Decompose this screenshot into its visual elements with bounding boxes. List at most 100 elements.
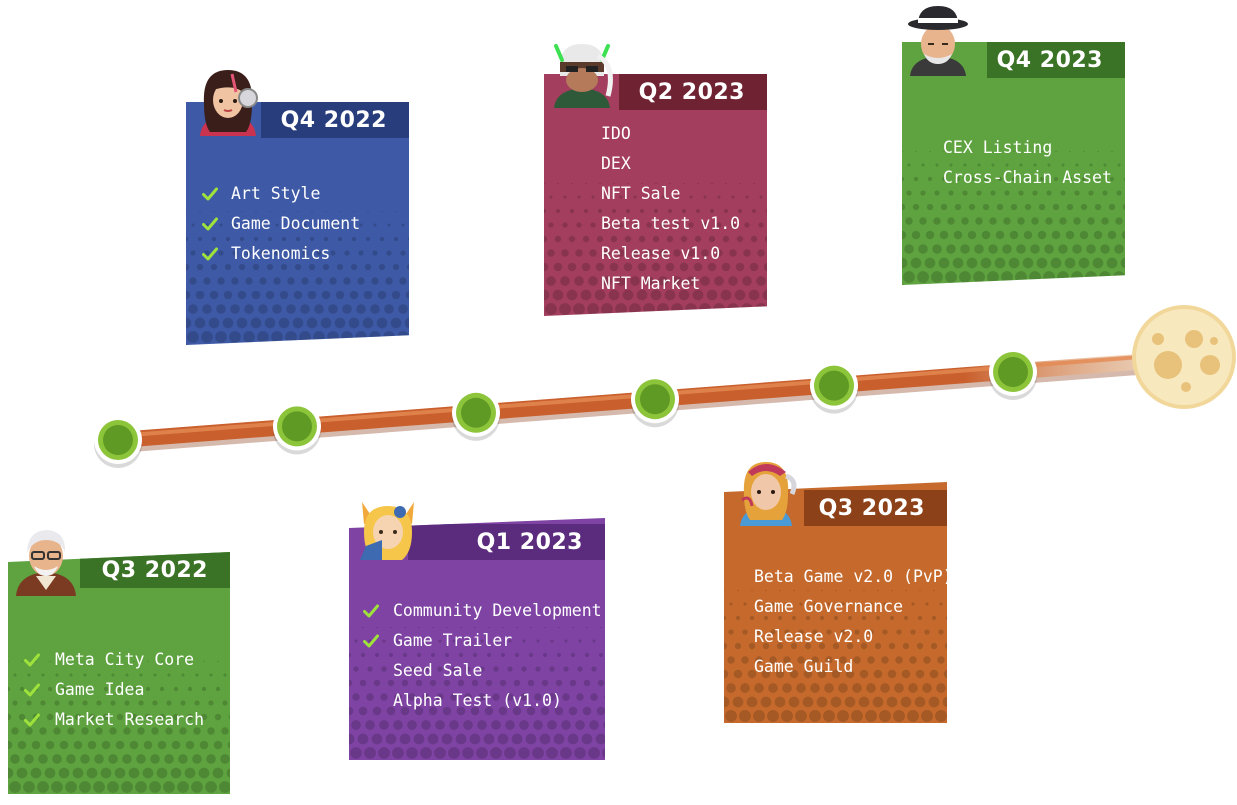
halftone-dot bbox=[1023, 231, 1033, 240]
halftone-dot bbox=[217, 277, 225, 286]
halftone-dot bbox=[532, 746, 544, 759]
halftone-dot bbox=[581, 733, 593, 745]
task-item: DEX bbox=[544, 149, 767, 179]
halftone-dot bbox=[511, 733, 523, 745]
halftone-dot bbox=[369, 331, 381, 344]
halftone-dot bbox=[399, 277, 407, 286]
halftone-dot bbox=[1087, 217, 1095, 226]
halftone-dot bbox=[314, 304, 324, 315]
halftone-dot bbox=[1107, 231, 1117, 240]
halftone-dot bbox=[149, 780, 161, 793]
halftone-dot bbox=[16, 767, 28, 779]
halftone-dot bbox=[45, 740, 55, 750]
halftone-dot bbox=[397, 331, 409, 344]
halftone-dot bbox=[250, 317, 262, 329]
halftone-dot bbox=[143, 740, 153, 750]
halftone-dot bbox=[237, 291, 247, 300]
halftone-dot bbox=[1106, 257, 1118, 269]
halftone-dot bbox=[740, 683, 750, 694]
halftone-dot bbox=[10, 754, 20, 764]
halftone-dot bbox=[421, 720, 431, 730]
halftone-dot bbox=[982, 204, 990, 211]
halftone-dot bbox=[981, 231, 991, 240]
halftone-dot bbox=[754, 683, 764, 694]
halftone-dot bbox=[1094, 204, 1102, 211]
halftone-dot bbox=[872, 697, 884, 708]
halftone-dot bbox=[996, 204, 1004, 211]
task-label: Game Governance bbox=[754, 597, 904, 616]
halftone-dot bbox=[206, 754, 216, 764]
task-label: Alpha Test (v1.0) bbox=[393, 691, 562, 710]
halftone-dot bbox=[357, 277, 365, 286]
halftone-dot bbox=[384, 304, 394, 315]
halftone-dot bbox=[866, 683, 876, 694]
halftone-dot bbox=[306, 317, 318, 329]
halftone-dot bbox=[307, 291, 317, 300]
timeline-node bbox=[989, 348, 1037, 400]
card-title: Q2 2023 bbox=[638, 79, 745, 105]
halftone-dot bbox=[216, 304, 226, 315]
halftone-dot bbox=[1001, 271, 1013, 284]
halftone-dot bbox=[351, 720, 361, 730]
halftone-dot bbox=[186, 317, 192, 329]
halftone-dot bbox=[1092, 257, 1104, 269]
task-label: Seed Sale bbox=[393, 661, 483, 680]
halftone-dot bbox=[371, 733, 383, 745]
halftone-dot bbox=[199, 740, 209, 750]
halftone-dot bbox=[94, 754, 104, 764]
halftone-dot bbox=[163, 780, 175, 793]
halftone-dot bbox=[222, 317, 234, 329]
halftone-dot bbox=[575, 720, 585, 730]
halftone-dot bbox=[285, 331, 297, 344]
halftone-dot bbox=[189, 277, 197, 286]
halftone-dot bbox=[320, 317, 332, 329]
halftone-dot bbox=[726, 683, 736, 694]
halftone-dot bbox=[135, 780, 147, 793]
fedora-man-avatar bbox=[908, 6, 968, 76]
halftone-dot bbox=[364, 746, 376, 759]
halftone-dot bbox=[51, 780, 63, 793]
halftone-dot bbox=[205, 780, 217, 793]
halftone-dot bbox=[52, 754, 62, 764]
halftone-dot bbox=[286, 304, 296, 315]
halftone-dot bbox=[852, 683, 862, 694]
halftone-dot bbox=[796, 683, 806, 694]
halftone-dot bbox=[767, 710, 779, 723]
halftone-dot bbox=[420, 746, 432, 759]
card-title: Q4 2023 bbox=[996, 47, 1103, 73]
milestone-card-q4-2022: Q4 2022 Art Style Game Document Tokenomics bbox=[186, 102, 409, 345]
halftone-dot bbox=[209, 291, 219, 300]
task-item: Game Trailer bbox=[349, 626, 605, 656]
halftone-dot bbox=[343, 277, 351, 286]
halftone-dot bbox=[371, 277, 379, 286]
halftone-dot bbox=[192, 754, 202, 764]
halftone-dot bbox=[87, 740, 97, 750]
halftone-dot bbox=[1050, 257, 1062, 269]
task-list: Meta City Core Game Idea Market Research bbox=[8, 645, 230, 735]
halftone-dot bbox=[1045, 217, 1053, 226]
halftone-dot bbox=[1066, 204, 1074, 211]
halftone-dot bbox=[188, 304, 198, 315]
halftone-dot bbox=[1071, 271, 1083, 284]
halftone-dot bbox=[947, 217, 955, 226]
halftone-dot bbox=[802, 697, 814, 708]
halftone-dot bbox=[299, 331, 311, 344]
halftone-dot bbox=[504, 746, 516, 759]
halftone-dot bbox=[936, 683, 946, 694]
task-item: NFT Sale bbox=[544, 179, 767, 209]
halftone-dot bbox=[101, 740, 111, 750]
halftone-dot bbox=[23, 780, 35, 793]
halftone-dot bbox=[858, 697, 870, 708]
halftone-dot bbox=[919, 217, 927, 226]
halftone-dot bbox=[942, 697, 947, 708]
halftone-dot bbox=[469, 733, 481, 745]
halftone-dot bbox=[356, 304, 366, 315]
halftone-dot bbox=[398, 304, 408, 315]
halftone-dot bbox=[17, 740, 27, 750]
halftone-dot bbox=[212, 767, 224, 779]
halftone-dot bbox=[959, 271, 971, 284]
halftone-dot bbox=[1052, 204, 1060, 211]
halftone-dot bbox=[370, 304, 380, 315]
halftone-dot bbox=[1058, 244, 1068, 255]
task-item: Game Governance bbox=[724, 592, 947, 622]
